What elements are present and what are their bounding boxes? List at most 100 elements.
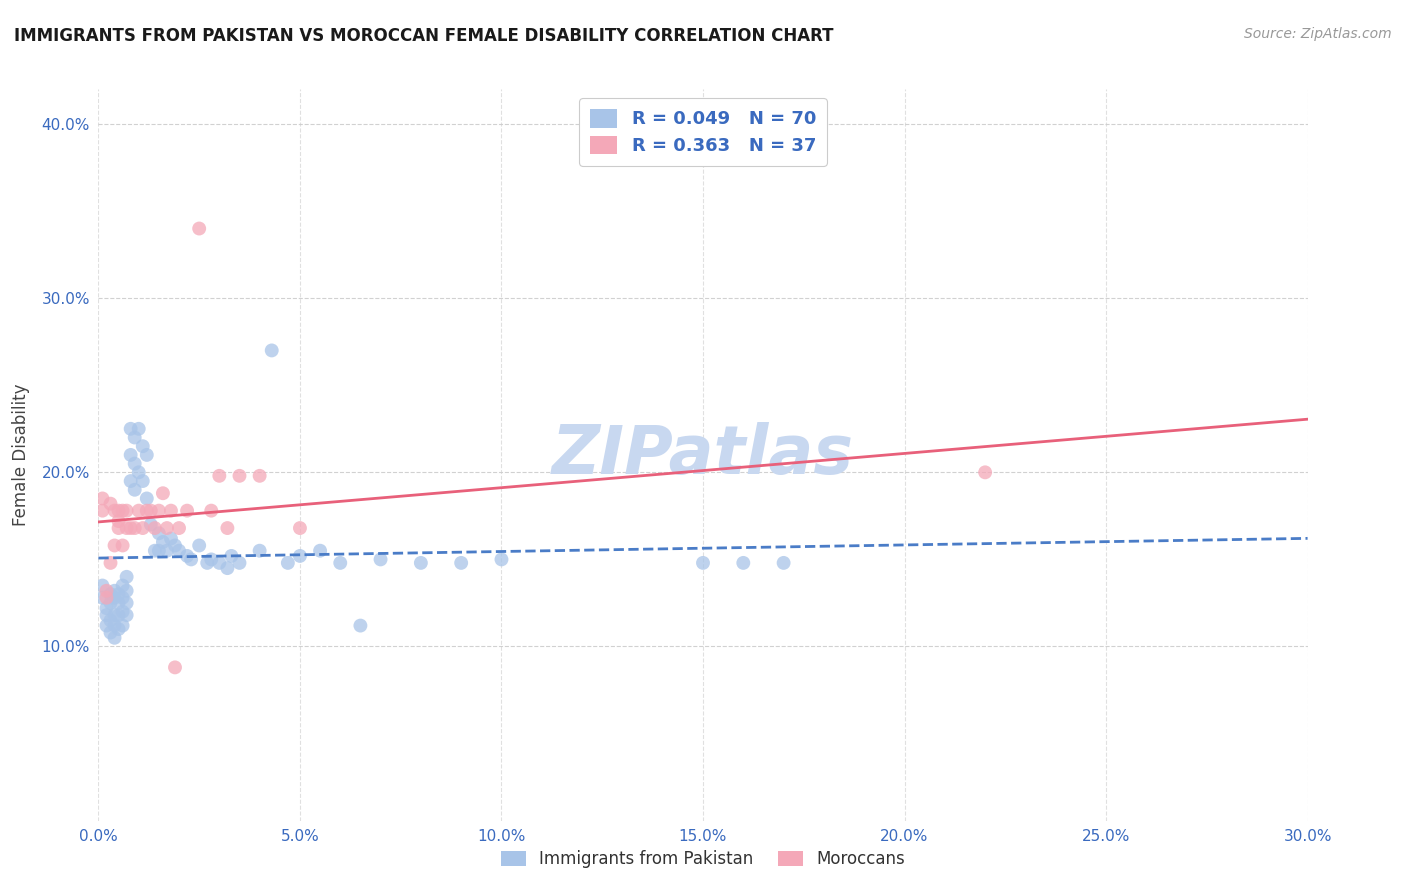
Point [115, 608, 138, 623]
Point [111, 578, 134, 592]
Point [228, 468, 250, 483]
Point [103, 583, 125, 598]
Point [91, 491, 114, 506]
Point [249, 543, 271, 558]
Point [111, 539, 134, 553]
Point [124, 457, 146, 471]
Point [288, 549, 311, 563]
Point [160, 532, 183, 546]
Text: Source: ZipAtlas.com: Source: ZipAtlas.com [1244, 27, 1392, 41]
Point [103, 591, 125, 605]
Point [409, 556, 432, 570]
Point [491, 552, 513, 566]
Point [139, 503, 162, 517]
Point [132, 439, 155, 453]
Point [103, 539, 125, 553]
Y-axis label: Female Disability: Female Disability [13, 384, 31, 526]
Point [156, 521, 179, 535]
Point [91, 578, 114, 592]
Point [132, 521, 155, 535]
Point [135, 503, 157, 517]
Point [195, 556, 218, 570]
Point [200, 552, 222, 566]
Point [100, 587, 122, 601]
Point [91, 591, 114, 605]
Point [217, 521, 239, 535]
Point [96, 591, 118, 605]
Point [120, 474, 142, 488]
Point [115, 521, 138, 535]
Point [160, 503, 183, 517]
Text: IMMIGRANTS FROM PAKISTAN VS MOROCCAN FEMALE DISABILITY CORRELATION CHART: IMMIGRANTS FROM PAKISTAN VS MOROCCAN FEM… [14, 27, 834, 45]
Point [143, 521, 166, 535]
Point [115, 503, 138, 517]
Point [228, 556, 250, 570]
Point [370, 552, 392, 566]
Point [139, 517, 162, 532]
Point [115, 570, 138, 584]
Point [103, 608, 125, 623]
Point [692, 556, 714, 570]
Point [221, 549, 243, 563]
Point [200, 503, 222, 517]
Point [120, 521, 142, 535]
Point [128, 503, 150, 517]
Point [111, 503, 134, 517]
Point [167, 543, 190, 558]
Point [124, 430, 146, 444]
Point [772, 556, 794, 570]
Point [450, 556, 472, 570]
Point [107, 608, 129, 623]
Point [103, 631, 125, 645]
Point [100, 613, 122, 627]
Point [100, 625, 122, 640]
Point [107, 521, 129, 535]
Point [124, 521, 146, 535]
Legend: Immigrants from Pakistan, Moroccans: Immigrants from Pakistan, Moroccans [494, 844, 912, 875]
Point [180, 552, 202, 566]
Point [100, 556, 122, 570]
Point [217, 561, 239, 575]
Point [115, 596, 138, 610]
Point [96, 618, 118, 632]
Point [309, 543, 332, 558]
Point [115, 583, 138, 598]
Point [260, 343, 283, 358]
Point [103, 503, 125, 517]
Point [148, 526, 170, 541]
Point [96, 608, 118, 623]
Point [96, 601, 118, 615]
Point [128, 422, 150, 436]
Point [124, 483, 146, 497]
Point [288, 521, 311, 535]
Point [120, 422, 142, 436]
Point [277, 556, 299, 570]
Point [974, 466, 997, 480]
Point [148, 543, 170, 558]
Point [107, 587, 129, 601]
Point [135, 491, 157, 506]
Point [176, 503, 198, 517]
Point [103, 618, 125, 632]
Point [111, 591, 134, 605]
Text: ZIPatlas: ZIPatlas [553, 422, 853, 488]
Point [152, 535, 174, 549]
Point [163, 660, 186, 674]
Point [143, 543, 166, 558]
Point [156, 543, 179, 558]
Point [135, 448, 157, 462]
Point [107, 622, 129, 636]
Point [176, 549, 198, 563]
Legend: R = 0.049   N = 70, R = 0.363   N = 37: R = 0.049 N = 70, R = 0.363 N = 37 [579, 98, 827, 166]
Point [188, 221, 211, 235]
Point [111, 618, 134, 632]
Point [111, 605, 134, 619]
Point [91, 503, 114, 517]
Point [208, 556, 231, 570]
Point [349, 618, 371, 632]
Point [329, 556, 352, 570]
Point [120, 448, 142, 462]
Point [148, 503, 170, 517]
Point [128, 466, 150, 480]
Point [249, 468, 271, 483]
